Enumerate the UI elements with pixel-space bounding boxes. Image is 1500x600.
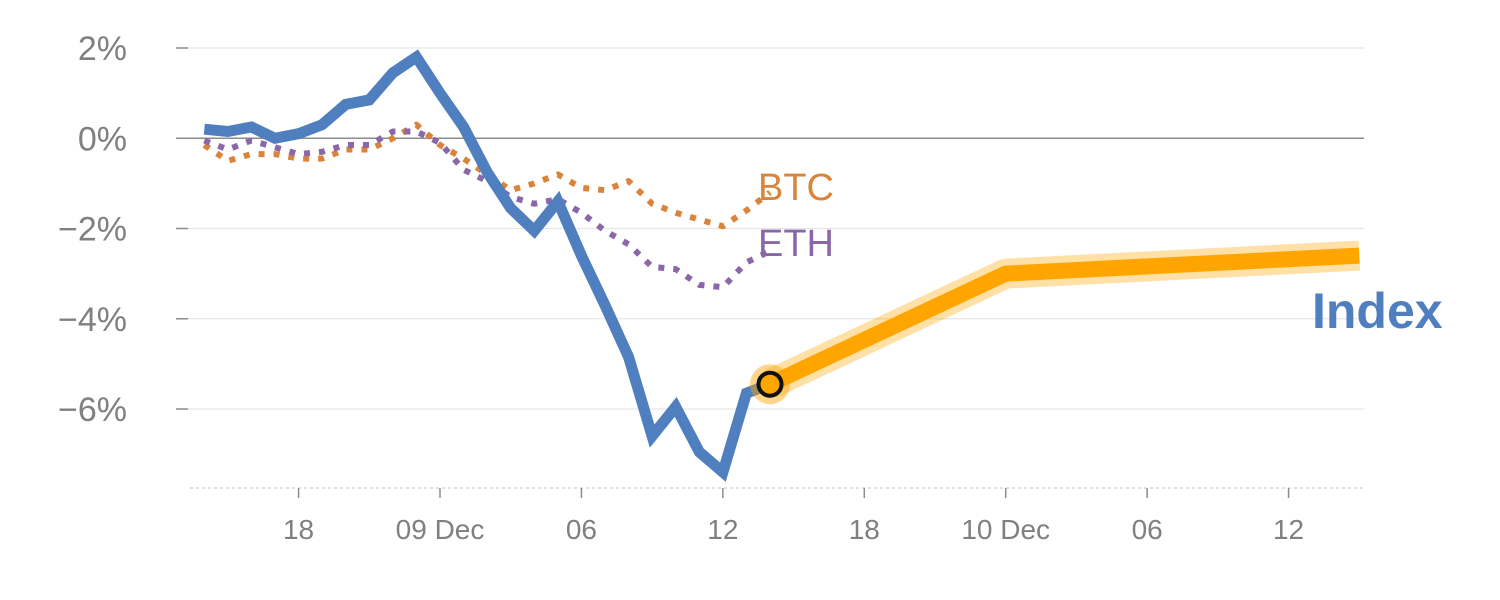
x-tick-label-7: 12: [1273, 514, 1304, 545]
projection-line: [766, 247, 1360, 392]
index-projection: [763, 240, 1361, 398]
x-tick-label-1: 09 Dec: [396, 514, 485, 545]
marker-dot: [756, 370, 784, 398]
y-tick-label-3: −4%: [58, 301, 127, 339]
y-tick-label-2: −2%: [58, 211, 127, 249]
x-tick-label-3: 12: [707, 514, 738, 545]
x-tick-label-4: 18: [849, 514, 880, 545]
eth-label: ETH: [758, 223, 834, 265]
x-tick-label-6: 06: [1132, 514, 1163, 545]
x-axis: 18 09 Dec 06 12 18 10 Dec 06 12: [190, 487, 1364, 545]
x-tick-label-0: 18: [283, 514, 314, 545]
series-lines: [202, 49, 772, 482]
y-tick-label-4: −6%: [58, 391, 127, 429]
eth-line: [203, 128, 772, 291]
btc-line: [202, 121, 772, 230]
x-tick-label-5: 10 Dec: [961, 514, 1050, 545]
index-label: Index: [1312, 283, 1443, 339]
btc-label: BTC: [758, 167, 834, 209]
current-point-marker: [750, 364, 790, 405]
y-tick-label-1: 0%: [78, 120, 127, 158]
grid-lines: [176, 47, 1364, 410]
y-axis: 2% 0% −2% −4% −6%: [58, 30, 188, 429]
x-tick-label-2: 06: [566, 514, 597, 545]
y-tick-label-0: 2%: [78, 30, 127, 68]
index-line: [203, 49, 772, 482]
